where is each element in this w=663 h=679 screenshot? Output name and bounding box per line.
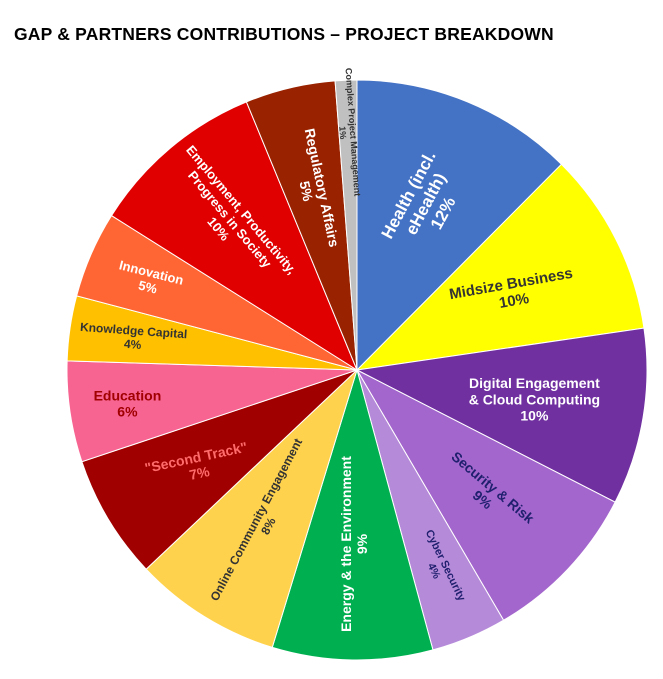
slice-name: & Cloud Computing — [469, 391, 600, 407]
slice-name: Digital Engagement — [469, 375, 600, 391]
chart-title: GAP & PARTNERS CONTRIBUTIONS – PROJECT B… — [14, 24, 554, 44]
slice-label-text: Education 6% — [94, 387, 162, 419]
pie-slice — [334, 79, 358, 371]
slice-value: 6% — [117, 403, 138, 419]
pie-slice — [81, 369, 358, 570]
slice-value: 7% — [188, 463, 212, 483]
pie-slice — [355, 327, 648, 503]
pie-slice — [145, 368, 359, 648]
slice-value: 5% — [137, 278, 159, 297]
pie-slice — [110, 101, 359, 372]
pie-slice — [356, 79, 563, 372]
slice-value: 10% — [520, 407, 549, 423]
slice-label-text: Digital Engagement & Cloud Computing 10% — [469, 375, 600, 423]
slice-label-text: Energy & the Environment9% — [338, 456, 370, 632]
slice-name: Energy & the Environment — [338, 456, 354, 632]
slice-value: 4% — [124, 337, 143, 352]
pie-slice — [271, 368, 434, 661]
slice-value: 1% — [337, 126, 348, 140]
slice-value: 5% — [296, 179, 316, 203]
slice-value: 9% — [354, 533, 370, 554]
slice-label: Education 6% — [94, 387, 162, 419]
slice-value: 10% — [498, 290, 531, 312]
pie-slice — [355, 368, 616, 621]
slice-name: Education — [94, 387, 162, 403]
slice-label: Digital Engagement & Cloud Computing 10% — [469, 375, 600, 423]
pie-slices — [66, 79, 648, 661]
pie-slice — [355, 163, 645, 371]
slice-label: Energy & the Environment9% — [338, 456, 370, 632]
